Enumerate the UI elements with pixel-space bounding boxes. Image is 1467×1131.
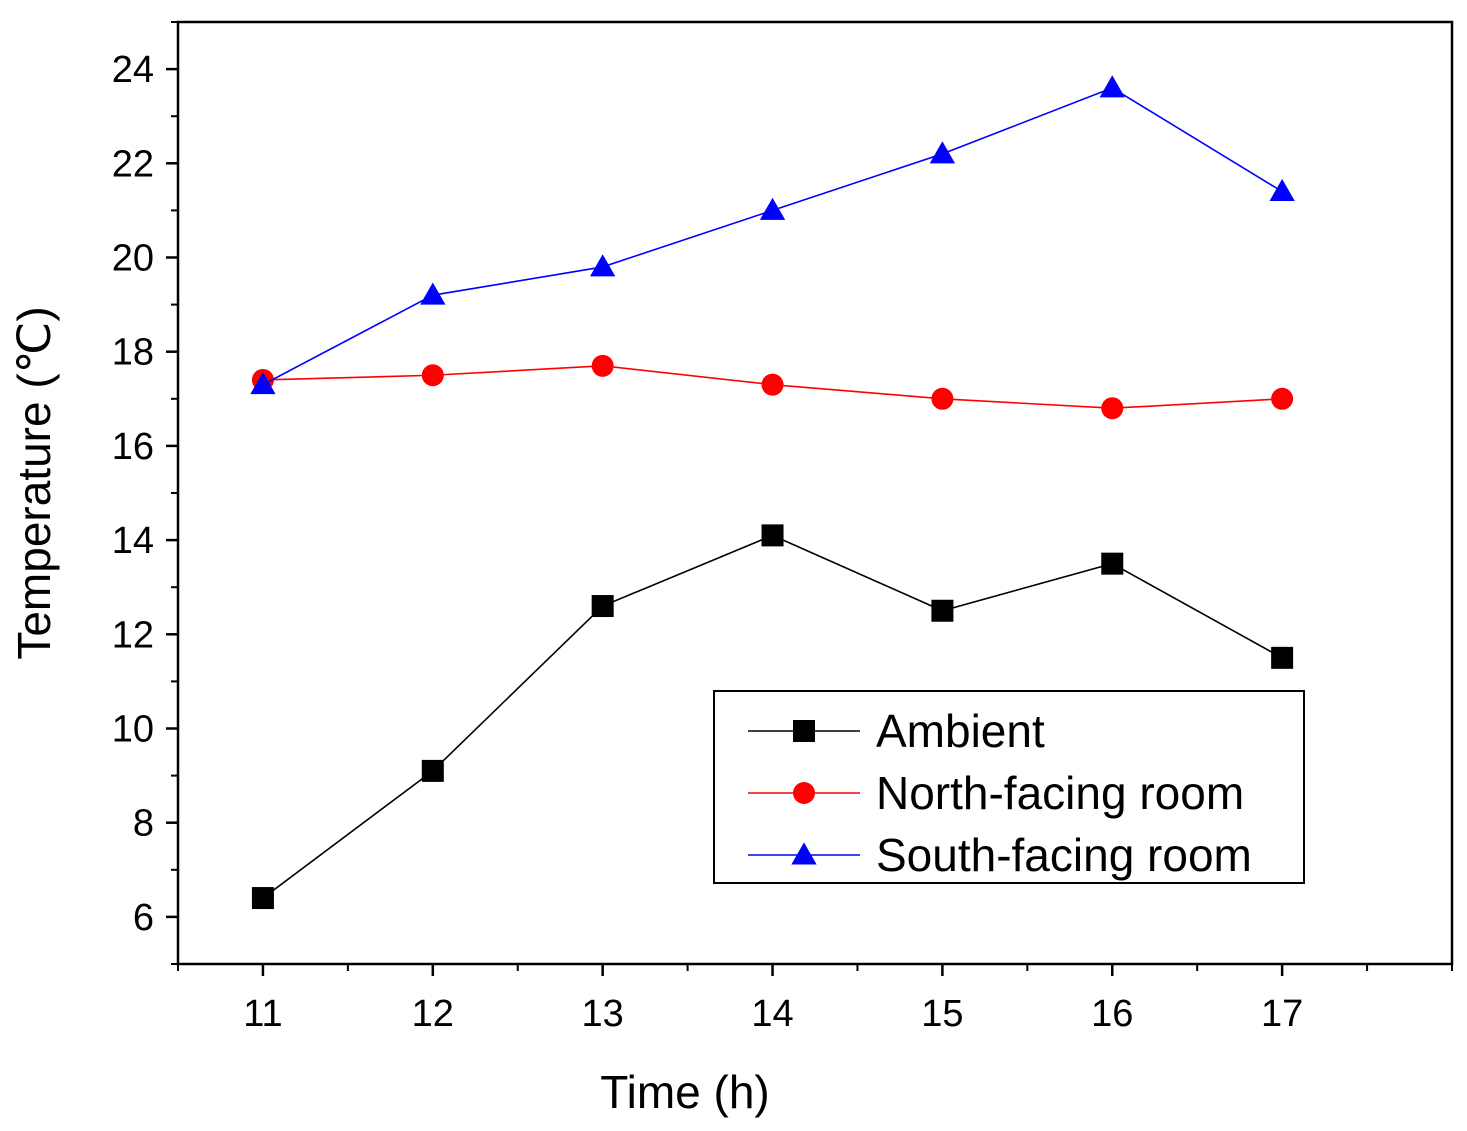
data-point xyxy=(251,887,274,910)
legend-label: South-facing room xyxy=(876,829,1252,881)
data-point xyxy=(929,141,956,164)
legend-label: Ambient xyxy=(876,705,1045,757)
y-axis-ticks: 6 8 10 12 14 16 18 20 22 24 xyxy=(112,21,178,965)
data-point xyxy=(591,595,614,618)
y-tick-label: 10 xyxy=(112,709,154,751)
data-point xyxy=(761,524,784,547)
data-point xyxy=(421,364,444,387)
x-tick-label: 14 xyxy=(751,993,793,1035)
data-point xyxy=(1101,397,1124,420)
y-tick-label: 8 xyxy=(133,803,154,845)
data-point xyxy=(590,254,616,277)
x-tick-label: 15 xyxy=(921,993,963,1035)
legend-marker xyxy=(793,782,815,804)
legend: Ambient North-facing room South-facing roo… xyxy=(713,690,1305,884)
data-point xyxy=(420,282,446,305)
data-point xyxy=(1269,178,1295,202)
y-tick-label: 24 xyxy=(112,49,154,91)
x-axis-ticks: 11 12 13 14 15 16 17 xyxy=(177,964,1453,1035)
y-tick-label: 20 xyxy=(112,238,154,280)
legend-item: North-facing room xyxy=(748,767,1244,819)
y-tick-label: 14 xyxy=(112,520,154,562)
y-tick-label: 18 xyxy=(112,332,154,374)
x-axis-title: Time (h) xyxy=(600,1066,770,1118)
series-line xyxy=(262,87,1283,386)
data-point xyxy=(250,372,276,395)
series-layer xyxy=(250,75,1295,910)
legend-marker xyxy=(791,842,817,865)
series-north-facing-room xyxy=(251,354,1294,420)
data-point xyxy=(759,197,786,220)
series-south-facing-room xyxy=(250,75,1295,395)
data-point xyxy=(931,387,954,410)
y-tick-label: 12 xyxy=(112,614,154,656)
y-axis-title: Temperature (℃) xyxy=(8,306,60,659)
x-tick-label: 16 xyxy=(1091,993,1133,1035)
y-tick-label: 16 xyxy=(112,426,154,468)
x-tick-label: 12 xyxy=(412,993,454,1035)
y-tick-label: 6 xyxy=(133,897,154,939)
legend-marker xyxy=(793,720,815,742)
legend-item: South-facing room xyxy=(748,829,1252,881)
series-ambient xyxy=(251,524,1294,910)
data-point xyxy=(1101,552,1124,575)
data-point xyxy=(1271,387,1294,410)
legend-label: North-facing room xyxy=(876,767,1244,819)
legend-item: Ambient xyxy=(748,705,1045,757)
data-point xyxy=(761,373,784,396)
data-point xyxy=(591,354,614,377)
data-point xyxy=(421,759,444,782)
data-point xyxy=(1271,646,1294,669)
data-point xyxy=(1099,75,1125,98)
x-tick-label: 17 xyxy=(1261,993,1303,1035)
y-tick-label: 22 xyxy=(112,143,154,185)
data-point xyxy=(931,599,954,622)
x-tick-label: 11 xyxy=(243,993,282,1035)
x-tick-label: 13 xyxy=(582,993,624,1035)
